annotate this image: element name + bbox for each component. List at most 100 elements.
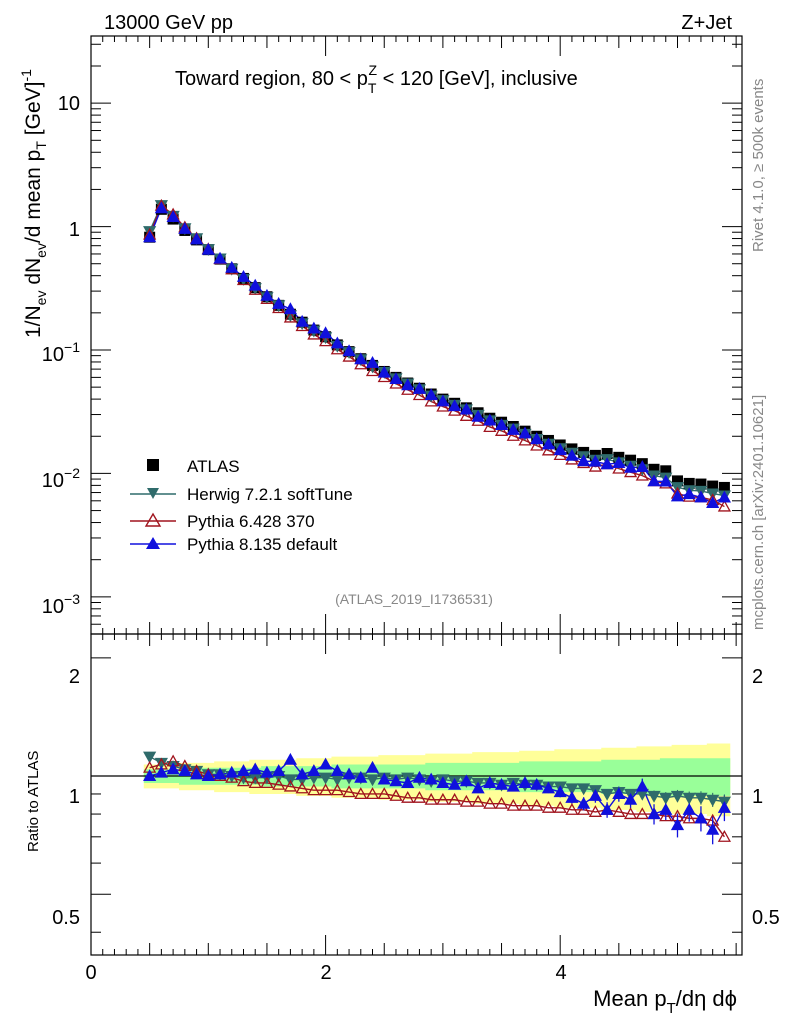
pythia6-ratio-point	[530, 798, 544, 811]
herwig-ratio-point	[143, 751, 157, 764]
pythia8-point	[354, 352, 368, 365]
pythia6-ratio-point	[424, 792, 438, 805]
pythia8-ratio-point	[318, 757, 333, 770]
pythia6-ratio-point	[717, 829, 732, 842]
axis-ticks	[90, 36, 742, 955]
pythia6-ratio-point	[260, 776, 274, 789]
pythia8-ratio-point	[706, 822, 720, 835]
atlas-point	[625, 454, 637, 466]
pythia8-ratio-point	[436, 776, 450, 789]
pythia6-ratio-point	[330, 783, 344, 796]
energy-label: 13000 GeV pp	[104, 12, 233, 34]
pythia8-point	[553, 443, 567, 456]
pythia8-ratio-point	[506, 779, 520, 792]
y-tick-label: 10−2	[42, 465, 80, 492]
pythia8-ratio-point	[682, 803, 696, 815]
pythia8-point	[377, 365, 391, 378]
ratio-tick-label: 0.5	[52, 907, 80, 929]
pythia8-point	[330, 336, 344, 349]
pythia6-ratio-point	[635, 807, 649, 820]
pythia8-ratio-point	[694, 811, 708, 824]
pythia8-ratio-point	[565, 790, 579, 803]
ratio-tick-label-right: 1	[752, 786, 763, 808]
pythia8-point	[365, 355, 380, 368]
legend-label: ATLAS	[187, 457, 240, 476]
pythia8-point	[201, 242, 215, 255]
x-tick-label: 4	[555, 962, 566, 984]
atlas-point	[683, 477, 695, 489]
pythia6-ratio-point	[401, 790, 415, 803]
pythia8-ratio-point	[154, 765, 168, 778]
herwig-ratio-point	[670, 790, 685, 803]
pythia8-ratio-point	[260, 765, 274, 778]
y-tick-label: 10	[58, 93, 80, 115]
atlas-point	[601, 448, 613, 460]
pythia6-ratio-point	[612, 805, 626, 817]
rivet-label: Rivet 4.1.0, ≥ 500k events	[750, 79, 767, 252]
atlas-point	[671, 475, 683, 487]
pythia8-ratio-point	[588, 789, 602, 801]
pythia6-ratio-point	[283, 779, 298, 792]
herwig-ratio-point	[647, 790, 661, 803]
pythia8-point	[436, 394, 450, 407]
pythia6-point	[365, 364, 380, 377]
pythia6-ratio-point	[494, 796, 509, 809]
pythia8-point	[635, 460, 649, 473]
herwig-ratio-point	[659, 792, 673, 805]
legend: ATLAS Herwig 7.2.1 softTune Pythia 6.428…	[130, 457, 353, 554]
pythia6-ratio-point	[577, 803, 591, 815]
pythia6-point	[635, 468, 649, 481]
pythia8-point	[401, 378, 415, 391]
pythia6-ratio-point	[272, 777, 286, 790]
pythia8-ratio-point	[448, 777, 462, 790]
pythia8-ratio-point	[189, 767, 204, 780]
pythia8-ratio-point	[553, 785, 567, 798]
pythia8-ratio-point	[623, 792, 638, 805]
x-tick-label: 2	[320, 962, 331, 984]
pythia6-ratio-point	[436, 792, 450, 805]
pythia8-point	[342, 344, 356, 357]
atlas-point	[695, 478, 707, 490]
pythia6-ratio-point	[459, 794, 473, 807]
pythia8-point	[236, 270, 251, 282]
pythia8-ratio-point	[401, 776, 415, 789]
pythia8-ratio-point	[577, 796, 591, 809]
pythia6-ratio-point	[412, 790, 427, 803]
pythia6-point	[307, 327, 321, 340]
pythia8-ratio-point	[459, 774, 473, 787]
pythia8-ratio-point	[178, 764, 192, 777]
pythia8-point	[577, 454, 591, 467]
pythia6-ratio-point	[483, 796, 497, 809]
pythia6-ratio-point	[506, 798, 520, 811]
ratio-y-axis-label: Ratio to ATLAS	[25, 751, 42, 852]
legend-label: Pythia 8.135 default	[187, 535, 338, 554]
pythia8-ratio-point	[518, 776, 532, 789]
ratio-tick-label-right: 2	[752, 666, 763, 688]
pythia8-ratio-point	[471, 781, 485, 794]
pythia8-point	[424, 388, 438, 401]
pythia8-point	[459, 402, 473, 415]
pythia6-point	[717, 499, 732, 512]
pythia8-point	[412, 381, 427, 394]
pythia8-point	[189, 232, 204, 245]
pythia8-point	[389, 372, 403, 385]
herwig-ratio-point	[577, 783, 591, 796]
y-tick-label: 10−3	[42, 591, 80, 618]
pythia8-ratio-point	[213, 767, 227, 780]
pythia6-point	[494, 424, 509, 436]
legend-label: Pythia 6.428 370	[187, 512, 315, 531]
pythia6-ratio-point	[342, 785, 356, 798]
pythia8-point	[471, 409, 485, 422]
pythia6-ratio-point	[623, 807, 638, 820]
ratio-plot-frame	[90, 633, 743, 956]
herwig-ratio-point	[694, 792, 708, 805]
pythia6-ratio-point	[295, 781, 309, 794]
atlas-point	[660, 465, 672, 477]
pythia6-point	[330, 342, 344, 355]
process-label: Z+Jet	[681, 12, 732, 34]
legend-marker-pythia8	[146, 537, 160, 549]
pythia8-ratio-point	[342, 767, 356, 780]
pythia8-point	[494, 418, 509, 431]
pythia8-point	[694, 490, 708, 503]
